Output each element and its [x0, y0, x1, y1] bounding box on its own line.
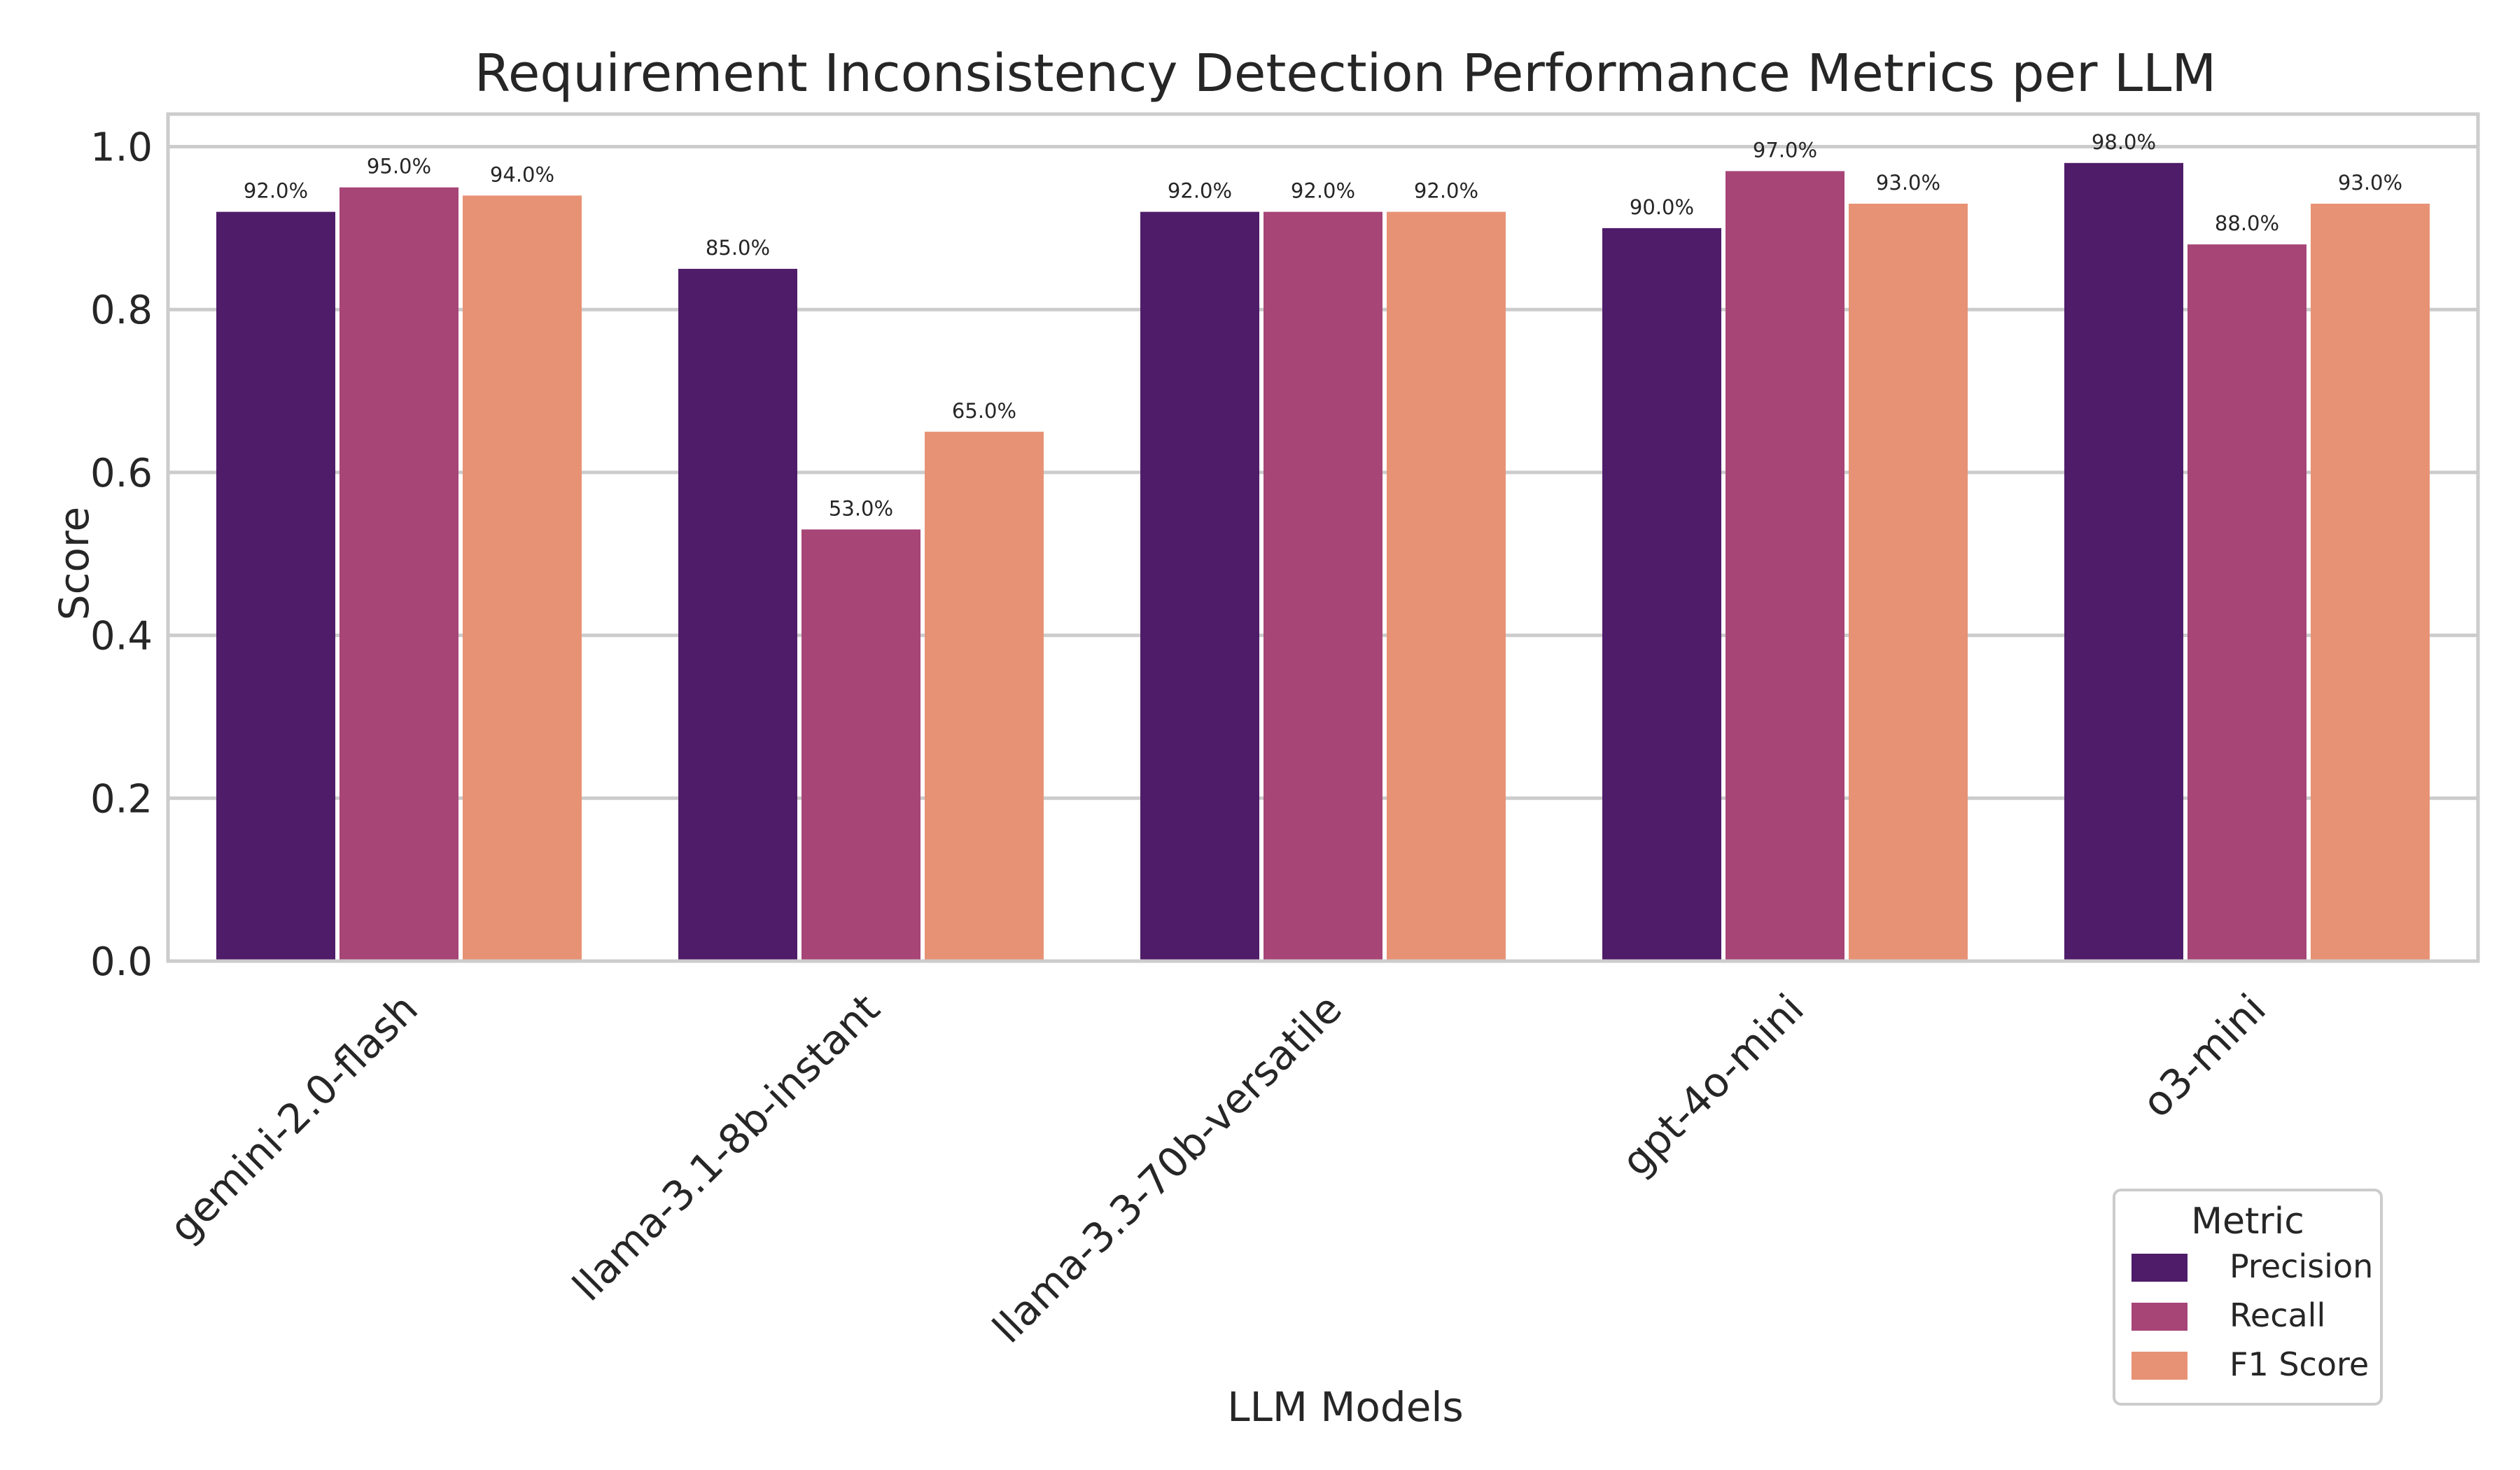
y-tick-label: 1.0	[90, 125, 153, 171]
bar-f1-score	[925, 431, 1044, 961]
x-tick-label: gemini-2.0-flash	[160, 985, 427, 1252]
bar-value-label: 65.0%	[952, 399, 1016, 423]
x-tick-label: o3-mini	[2133, 985, 2275, 1127]
chart-title: Requirement Inconsistency Detection Perf…	[475, 43, 2216, 104]
bar-value-label: 92.0%	[1291, 179, 1355, 203]
legend-title: Metric	[2191, 1200, 2304, 1242]
bar-value-label: 94.0%	[490, 162, 554, 186]
legend-items: Precision Recall F1 Score	[2132, 1247, 2373, 1383]
x-axis-label: LLM Models	[1227, 1383, 1463, 1431]
legend-label: Recall	[2230, 1296, 2325, 1334]
y-axis-label: Score	[50, 507, 98, 620]
x-tick-labels: gemini-2.0-flash llama-3.1-8b-instant llam…	[160, 985, 2275, 1352]
legend: Metric Precision Recall F1 Score	[2113, 1189, 2383, 1406]
legend-box	[2113, 1189, 2383, 1406]
bar-recall	[340, 187, 458, 961]
y-tick-labels: 0.0 0.2 0.4 0.6 0.8 1.0	[90, 125, 153, 985]
bar-value-label: 98.0%	[2092, 130, 2156, 154]
x-tick-label: llama-3.1-8b-instant	[564, 985, 889, 1310]
bar-value-label: 93.0%	[1876, 171, 1940, 195]
bar-value-label: 88.0%	[2215, 211, 2279, 235]
bar-value-label: 90.0%	[1630, 195, 1694, 219]
bar-f1-score	[1387, 211, 1506, 962]
bar-f1-score	[463, 195, 582, 961]
legend-label: F1 Score	[2230, 1345, 2369, 1383]
bar-recall	[1264, 211, 1382, 962]
y-tick-label: 0.8	[90, 288, 153, 333]
bar-precision	[2064, 162, 2183, 961]
data-labels: 92.0% 95.0% 94.0% 85.0% 53.0% 65.0% 92.0% 92.0%…	[244, 130, 2402, 521]
bar-recall	[2188, 244, 2306, 962]
bars	[216, 162, 2430, 962]
bar-precision	[1140, 211, 1259, 962]
bar-recall	[1726, 171, 1844, 962]
bar-precision	[216, 211, 335, 962]
legend-label: Precision	[2230, 1247, 2373, 1285]
bar-precision	[678, 269, 797, 961]
bar-value-label: 92.0%	[1414, 179, 1478, 203]
bar-value-label: 93.0%	[2338, 171, 2402, 195]
bar-precision	[1602, 227, 1721, 961]
bar-value-label: 92.0%	[244, 179, 308, 203]
plot-frame	[166, 112, 2480, 963]
bar-f1-score	[2311, 203, 2430, 962]
bar-value-label: 95.0%	[367, 155, 431, 178]
bar-value-label: 85.0%	[706, 236, 770, 260]
x-tick-label: llama-3.3-70b-versatile	[983, 985, 1351, 1352]
y-tick-label: 0.2	[90, 776, 153, 822]
legend-swatch	[2132, 1352, 2188, 1380]
bar-recall	[802, 529, 920, 961]
x-tick-label: gpt-4o-mini	[1612, 985, 1813, 1186]
bar-value-label: 53.0%	[829, 496, 893, 520]
y-tick-label: 0.4	[90, 614, 153, 659]
bar-value-label: 97.0%	[1753, 138, 1817, 162]
legend-swatch	[2132, 1303, 2188, 1331]
bar-value-label: 92.0%	[1168, 179, 1232, 203]
bar-f1-score	[1849, 203, 1968, 962]
y-tick-label: 0.0	[90, 939, 153, 985]
legend-swatch	[2132, 1254, 2188, 1282]
y-tick-label: 0.6	[90, 451, 153, 496]
